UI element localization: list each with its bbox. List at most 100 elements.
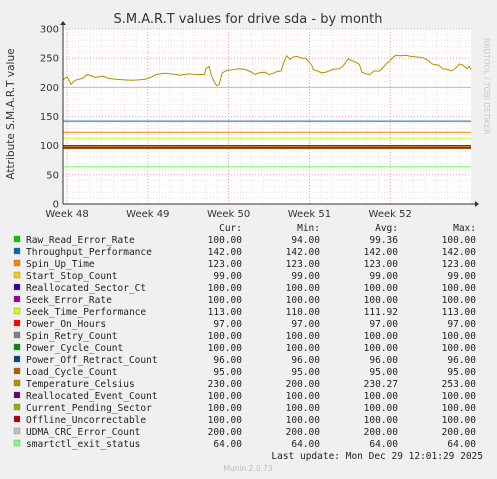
y-tick-label: 250 bbox=[40, 54, 59, 65]
legend-swatch bbox=[13, 355, 21, 363]
legend-swatch bbox=[13, 403, 21, 411]
last-update: Last update: Mon Dec 29 12:01:29 2025 bbox=[271, 451, 483, 462]
legend-swatch bbox=[13, 343, 21, 351]
legend-name: UDMA_CRC_Error_Count bbox=[26, 427, 140, 438]
legend-row-seek-error-rate: Seek_Error_Rate 100.00 100.00 100.00 100.00 bbox=[13, 295, 477, 306]
legend-cur-value: 100.00 bbox=[208, 391, 243, 402]
legend-max-value: 100.00 bbox=[442, 283, 477, 294]
legend-cur-value: 200.00 bbox=[208, 427, 243, 438]
legend-min-value: 100.00 bbox=[286, 331, 321, 342]
axes bbox=[60, 21, 479, 207]
legend-avg-value: 95.00 bbox=[369, 367, 398, 378]
legend-row-smartctl-exit-status: smartctl_exit_status 64.00 64.00 64.00 64.00 bbox=[13, 439, 476, 450]
legend-max-value: 99.00 bbox=[447, 271, 476, 282]
legend-avg-value: 100.00 bbox=[364, 283, 399, 294]
legend-avg-value: 99.00 bbox=[369, 271, 398, 282]
rrdtool-watermark: RRDTOOL / TOBI OETIKER bbox=[482, 38, 491, 135]
legend-cur-value: 142.00 bbox=[208, 247, 243, 258]
legend-max-value: 142.00 bbox=[442, 247, 477, 258]
legend-avg-value: 100.00 bbox=[364, 331, 399, 342]
legend-row-reallocated-event-count: Reallocated_Event_Count 100.00 100.00 100.0… bbox=[13, 391, 476, 402]
legend-swatch bbox=[13, 379, 21, 387]
legend-max-value: 100.00 bbox=[442, 235, 477, 246]
legend-avg-value: 64.00 bbox=[369, 439, 398, 450]
legend-avg-value: 99.36 bbox=[369, 235, 398, 246]
legend-avg-value: 142.00 bbox=[364, 247, 399, 258]
legend-avg-value: 97.00 bbox=[369, 319, 398, 330]
y-axis-label: Attribute S.M.A.R.T value bbox=[5, 48, 17, 179]
series-line-temperature-celsius bbox=[62, 54, 472, 87]
legend-avg-value: 123.00 bbox=[364, 259, 399, 270]
legend-min-value: 100.00 bbox=[286, 343, 321, 354]
legend-cur-value: 230.00 bbox=[208, 379, 243, 390]
legend-swatch bbox=[13, 259, 21, 267]
legend-cur-value: 100.00 bbox=[208, 403, 243, 414]
legend-max-value: 100.00 bbox=[442, 403, 477, 414]
y-tick-label: 200 bbox=[40, 83, 59, 94]
legend-min-value: 200.00 bbox=[286, 379, 321, 390]
legend-swatch bbox=[13, 295, 21, 303]
legend-row-seek-time-performance: Seek_Time_Performance 113.00 110.00 111.92 1… bbox=[13, 307, 476, 318]
legend-min-value: 100.00 bbox=[286, 295, 321, 306]
legend-max-value: 100.00 bbox=[442, 331, 477, 342]
legend-name: Reallocated_Event_Count bbox=[26, 391, 158, 402]
legend-cur-value: 123.00 bbox=[208, 259, 243, 270]
chart-title: S.M.A.R.T values for drive sda - by mont… bbox=[114, 12, 383, 27]
x-tick-label: Week 49 bbox=[126, 209, 169, 220]
legend-cur-value: 97.00 bbox=[213, 319, 242, 330]
legend-row-throughput-performance: Throughput_Performance 142.00 142.00 142.00… bbox=[13, 247, 477, 258]
legend-row-load-cycle-count: Load_Cycle_Count 95.00 95.00 95.00 95.00 bbox=[13, 367, 476, 378]
x-tick-label: Week 52 bbox=[369, 209, 412, 220]
legend-row-current-pending-sector: Current_Pending_Sector 100.00 100.00 100.00… bbox=[13, 403, 477, 414]
legend-min-value: 100.00 bbox=[286, 403, 321, 414]
legend-row-reallocated-sector-ct: Reallocated_Sector_Ct 100.00 100.00 100.00 1… bbox=[13, 283, 477, 294]
legend-row-offline-uncorrectable: Offline_Uncorrectable 100.00 100.00 100.00 1… bbox=[13, 415, 477, 426]
legend-avg-value: 96.00 bbox=[369, 355, 398, 366]
legend-swatch bbox=[13, 439, 21, 447]
legend-name: Spin_Up_Time bbox=[26, 259, 95, 270]
legend-swatch bbox=[13, 331, 21, 339]
legend-min-value: 99.00 bbox=[291, 271, 320, 282]
legend-swatch bbox=[13, 391, 21, 399]
legend-row-start-stop-count: Start_Stop_Count 99.00 99.00 99.00 99.00 bbox=[13, 271, 476, 282]
legend-avg-value: 200.00 bbox=[364, 427, 399, 438]
legend-row-power-cycle-count: Power_Cycle_Count 100.00 100.00 100.00 100.0… bbox=[13, 343, 476, 354]
legend-avg-value: 100.00 bbox=[364, 391, 399, 402]
legend-row-temperature-celsius: Temperature_Celsius 230.00 200.00 230.27 253… bbox=[13, 379, 476, 390]
legend-name: Start_Stop_Count bbox=[26, 271, 118, 282]
legend-cur-value: 100.00 bbox=[208, 235, 243, 246]
legend-cur-value: 100.00 bbox=[208, 295, 243, 306]
legend-swatch bbox=[13, 415, 21, 423]
legend-min-value: 123.00 bbox=[286, 259, 321, 270]
legend-max-value: 64.00 bbox=[447, 439, 476, 450]
legend: Raw_Read_Error_Rate 100.00 94.00 99.36 100.0… bbox=[13, 235, 477, 450]
legend-swatch bbox=[13, 283, 21, 291]
legend-swatch bbox=[13, 367, 21, 375]
legend-swatch bbox=[13, 235, 21, 243]
legend-name: Seek_Time_Performance bbox=[26, 307, 146, 318]
y-tick-label: 300 bbox=[40, 25, 59, 36]
legend-swatch bbox=[13, 319, 21, 327]
x-axis-arrow bbox=[475, 201, 479, 207]
legend-name: Offline_Uncorrectable bbox=[26, 415, 146, 426]
x-tick-labels: Week 48 Week 49 Week 50 Week 51 Week 52 bbox=[45, 209, 411, 220]
legend-max-value: 100.00 bbox=[442, 295, 477, 306]
legend-name: Power_Off_Retract_Count bbox=[26, 355, 158, 366]
legend-row-udma-crc-error-count: UDMA_CRC_Error_Count 200.00 200.00 200.00 20… bbox=[13, 427, 476, 438]
legend-cur-value: 100.00 bbox=[208, 331, 243, 342]
legend-min-value: 100.00 bbox=[286, 391, 321, 402]
x-tick-label: Week 51 bbox=[288, 209, 331, 220]
legend-max-value: 100.00 bbox=[442, 415, 477, 426]
legend-name: Power_Cycle_Count bbox=[26, 343, 123, 354]
legend-cur-value: 96.00 bbox=[213, 355, 242, 366]
legend-swatch bbox=[13, 307, 21, 315]
legend-cur-value: 64.00 bbox=[213, 439, 242, 450]
legend-cur-value: 100.00 bbox=[208, 415, 243, 426]
legend-row-power-on-hours: Power_On_Hours 97.00 97.00 97.00 97.00 bbox=[13, 319, 476, 330]
y-tick-labels: 0 50 100 150 200 250 300 bbox=[40, 25, 59, 211]
legend-swatch bbox=[13, 247, 21, 255]
legend-min-value: 100.00 bbox=[286, 415, 321, 426]
legend-header: Cur: Min: Avg: Max: bbox=[219, 223, 476, 234]
legend-header-min: Min: bbox=[297, 223, 320, 234]
legend-cur-value: 100.00 bbox=[208, 343, 243, 354]
